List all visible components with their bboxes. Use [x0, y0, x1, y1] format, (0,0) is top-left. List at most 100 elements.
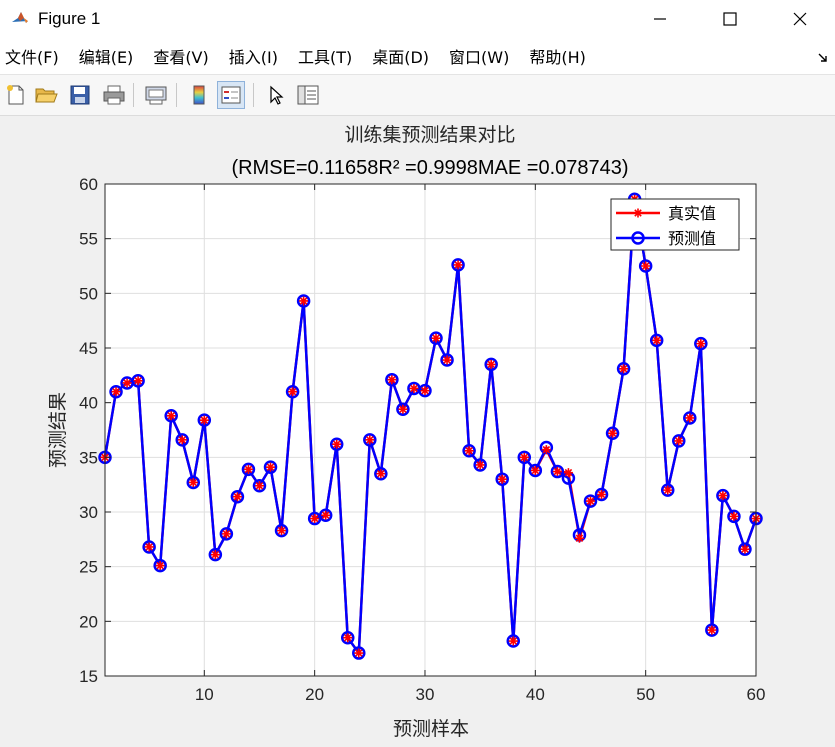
marker-true [111, 387, 121, 397]
new-figure-button[interactable] [2, 81, 30, 109]
chart-title: 训练集预测结果对比 [344, 124, 515, 146]
marker-true [563, 468, 573, 478]
marker-pred [142, 540, 156, 554]
marker-true [619, 364, 629, 374]
title-bar: Figure 1 [0, 0, 835, 38]
x-tick-label: 40 [526, 685, 545, 704]
marker-pred [230, 489, 245, 504]
edit-plot-button[interactable] [262, 81, 290, 109]
maximize-icon [723, 12, 737, 26]
menu-view[interactable]: 查看(V) [153, 48, 209, 67]
minimize-button[interactable] [625, 0, 695, 38]
marker-pred [638, 259, 653, 273]
marker-pred [374, 466, 388, 481]
legend-label-pred: 预测值 [668, 229, 716, 248]
open-file-button[interactable] [32, 81, 60, 109]
print-preview-button[interactable] [142, 81, 170, 109]
axis-ticks: 10 20 30 40 50 60 15 20 25 30 35 40 45 50 55 60 [79, 175, 765, 704]
menu-bar: 文件(F) 编辑(E) 查看(V) 插入(I) 工具(T) 桌面(D) 窗口(W… [0, 38, 835, 74]
y-tick-label: 30 [79, 503, 98, 522]
marker-true [299, 296, 309, 306]
pointer-icon [270, 85, 284, 105]
marker-true [519, 452, 529, 462]
marker-true [696, 339, 706, 349]
legend[interactable]: 真实值 预测值 [610, 198, 740, 251]
print-icon [103, 85, 125, 105]
marker-pred [197, 413, 212, 427]
y-tick-label: 15 [79, 667, 98, 686]
property-inspector-button[interactable] [294, 81, 322, 109]
marker-true [464, 446, 474, 456]
new-file-icon [7, 85, 24, 105]
menu-tools[interactable]: 工具(T) [297, 48, 353, 67]
marker-pred [727, 509, 741, 524]
marker-pred [705, 623, 719, 637]
marker-true [453, 260, 463, 270]
marker-true [420, 386, 430, 396]
marker-pred [429, 331, 443, 345]
marker-true [608, 428, 618, 438]
close-button[interactable] [765, 0, 835, 38]
y-tick-label: 45 [79, 339, 98, 358]
legend-label-true: 真实值 [668, 204, 716, 223]
marker-true [133, 376, 143, 386]
save-icon [70, 85, 90, 105]
marker-pred [660, 483, 675, 497]
maximize-button[interactable] [695, 0, 765, 38]
marker-pred [208, 547, 223, 562]
dock-arrow-icon[interactable] [817, 52, 829, 64]
print-preview-icon [145, 86, 167, 105]
marker-pred [318, 508, 333, 523]
series-lines [103, 198, 758, 655]
marker-true [177, 435, 187, 445]
marker-true [685, 413, 695, 423]
insert-legend-button[interactable] [217, 81, 245, 109]
marker-pred [219, 527, 234, 541]
menu-window[interactable]: 窗口(W) [449, 48, 510, 67]
marker-true [652, 335, 662, 345]
marker-true [343, 633, 353, 643]
marker-true [475, 460, 485, 470]
marker-true [442, 355, 452, 365]
marker-pred [296, 294, 311, 308]
marker-pred [716, 488, 730, 503]
menu-help[interactable]: 帮助(H) [529, 48, 586, 67]
y-tick-label: 35 [79, 448, 98, 467]
marker-true [144, 542, 154, 552]
marker-pred [484, 357, 498, 372]
menu-file[interactable]: 文件(F) [5, 48, 59, 67]
marker-pred [418, 383, 432, 398]
window-title: Figure 1 [38, 9, 101, 28]
toolbar-separator [133, 83, 134, 107]
marker-true [210, 550, 220, 560]
menu-insert[interactable]: 插入(I) [228, 48, 278, 67]
marker-true [310, 514, 320, 524]
insert-colorbar-button[interactable] [185, 81, 213, 109]
marker-pred [385, 372, 399, 387]
open-folder-icon [35, 88, 58, 103]
marker-true [232, 492, 242, 502]
marker-pred [241, 462, 256, 477]
menu-edit[interactable]: 编辑(E) [78, 48, 134, 67]
legend-star-glyph [633, 208, 643, 218]
marker-pred [175, 433, 189, 447]
marker-true [188, 477, 198, 487]
save-button[interactable] [66, 81, 94, 109]
colorbar-icon [193, 85, 205, 105]
menu-desktop[interactable]: 桌面(D) [372, 48, 430, 67]
line-chart[interactable]: 训练集预测结果对比 (RMSE=0.11658R² =0.9998MAE =0.… [0, 115, 835, 743]
marker-pred [694, 336, 708, 351]
marker-true [431, 333, 441, 343]
marker-pred [352, 646, 366, 660]
print-button[interactable] [100, 81, 128, 109]
marker-true [486, 359, 496, 369]
marker-true [277, 526, 287, 536]
minimize-icon [654, 18, 666, 20]
y-tick-label: 55 [79, 230, 98, 249]
marker-true [166, 411, 176, 421]
legend-icon [221, 86, 241, 104]
marker-true [387, 375, 397, 385]
marker-pred [285, 384, 300, 399]
legend-marker-pred [631, 231, 645, 245]
figure-canvas[interactable]: 训练集预测结果对比 (RMSE=0.11658R² =0.9998MAE =0.… [0, 115, 835, 743]
